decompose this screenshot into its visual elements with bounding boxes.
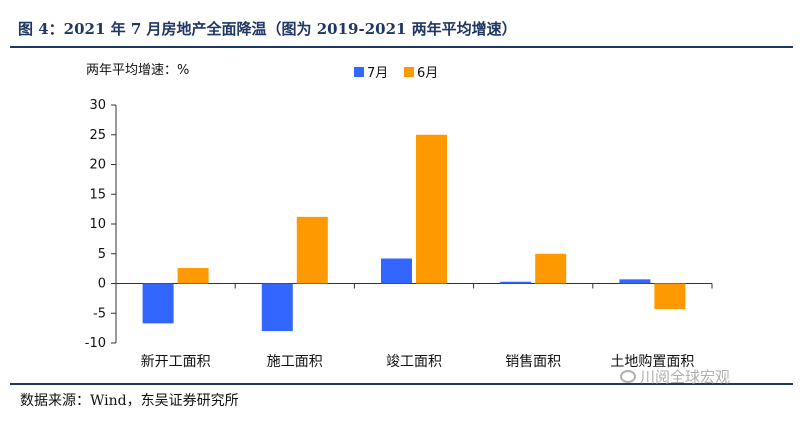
bar-jun-5: [654, 283, 686, 310]
y-tick-label-5: 5: [98, 247, 106, 262]
bar-jun-3: [416, 134, 447, 284]
legend-label-1: 7月: [367, 66, 388, 81]
y-tick-label-2: 20: [89, 158, 106, 173]
x-category-label-1: 新开工面积: [141, 354, 211, 370]
y-tick-label-7: -5: [93, 306, 106, 321]
y-tick-label-4: 10: [89, 217, 106, 232]
y-tick-label-0: 30: [89, 98, 106, 113]
y-axis-label: 两年平均增速：%: [86, 63, 189, 78]
y-tick-label-3: 15: [89, 187, 106, 202]
y-tick-label-1: 25: [89, 128, 106, 143]
y-tick-label-8: -10: [85, 336, 106, 351]
bar-jul-2: [261, 283, 293, 332]
legend-swatch-2: [404, 67, 414, 77]
bar-jun-2: [296, 216, 328, 284]
bottom-rule: [10, 383, 793, 385]
y-tick-label-6: 0: [98, 277, 106, 292]
figure-title: 图 4：2021 年 7 月房地产全面降温（图为 2019-2021 两年平均增…: [18, 20, 517, 38]
watermark-text: 川阅全球宏观: [640, 368, 731, 386]
wechat-icon: [620, 370, 636, 383]
bar-jul-4: [500, 281, 532, 284]
x-category-label-4: 销售面积: [505, 354, 561, 370]
x-category-label-5: 土地购置面积: [610, 354, 694, 370]
bar-jul-3: [381, 258, 412, 284]
top-rule: [10, 46, 793, 48]
x-category-label-3: 竣工面积: [386, 354, 442, 370]
watermark: 川阅全球宏观: [620, 366, 730, 387]
bar-jun-4: [535, 253, 567, 284]
bar-jul-1: [142, 283, 174, 324]
bar-jul-5: [619, 279, 651, 284]
bar-jun-1: [177, 268, 209, 284]
legend-swatch-1: [354, 67, 364, 77]
x-category-label-2: 施工面积: [267, 354, 323, 370]
legend-label-2: 6月: [417, 66, 438, 81]
data-source: 数据来源：Wind，东吴证券研究所: [20, 393, 239, 409]
bar-chart: 两年平均增速：% 7月 6月 30 25 20 15 10 5 0 -5 -10 新开工面积 施工面积 竣工…: [85, 63, 713, 370]
